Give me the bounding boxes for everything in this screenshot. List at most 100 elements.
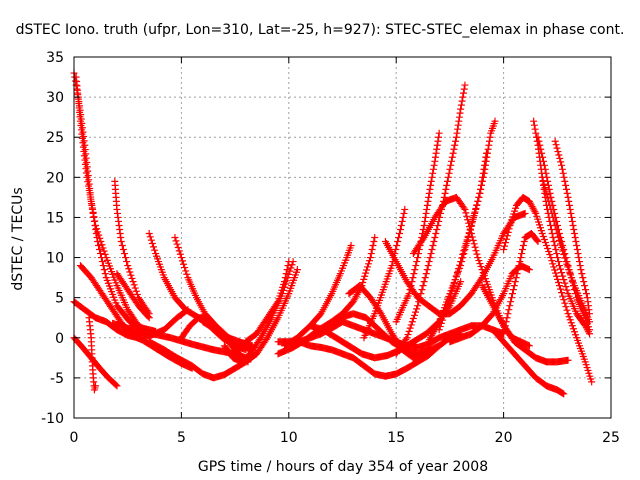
data-point-marker [435, 129, 443, 137]
data-point-marker [573, 242, 581, 250]
data-point-marker [293, 266, 301, 274]
data-point-marker [546, 189, 554, 197]
data-point-marker [457, 258, 465, 266]
data-point-marker [88, 200, 96, 208]
axis-ticks: 0 5 10 15 20 25 -10 -5 0 5 10 15 20 25 30 35 [41, 50, 620, 446]
data-point-marker [288, 261, 296, 269]
data-point-marker [449, 149, 457, 157]
data-point-marker [402, 335, 410, 343]
x-tick-label: 20 [495, 430, 513, 446]
data-point-marker [556, 154, 564, 162]
data-point-marker [512, 274, 520, 282]
data-point-marker [444, 300, 452, 308]
data-point-marker [429, 169, 437, 177]
data-point-marker [491, 117, 499, 125]
data-point-marker [505, 306, 513, 314]
data-point-marker [554, 233, 562, 241]
series-arc1 [70, 69, 160, 335]
data-point-marker [525, 266, 533, 274]
data-point-marker [534, 133, 542, 141]
data-point-marker [559, 292, 567, 300]
data-point-marker [550, 263, 558, 271]
data-point-marker [569, 221, 577, 229]
data-point-marker [448, 286, 456, 294]
data-point-marker [552, 269, 560, 277]
data-point-marker [388, 262, 396, 270]
data-point-marker [545, 248, 553, 256]
data-point-marker [480, 165, 488, 173]
data-point-marker [504, 228, 512, 236]
data-point-marker [132, 287, 140, 295]
data-point-marker [468, 217, 476, 225]
data-point-marker [586, 318, 594, 326]
data-point-marker [554, 279, 562, 287]
series-arc8 [113, 270, 153, 322]
data-point-marker [451, 141, 459, 149]
data-point-marker [521, 209, 529, 217]
data-point-marker [414, 302, 422, 310]
data-point-marker [460, 89, 468, 97]
data-point-marker [485, 137, 493, 145]
data-point-marker [463, 212, 471, 220]
data-point-marker [453, 129, 461, 137]
data-point-marker [281, 278, 289, 286]
data-point-marker [396, 225, 404, 233]
data-point-marker [572, 238, 580, 246]
data-point-marker [473, 250, 481, 258]
data-point-marker [559, 272, 567, 280]
data-point-marker [256, 335, 264, 343]
y-tick-label: 35 [46, 50, 64, 66]
data-point-marker [446, 294, 454, 302]
data-point-marker [147, 236, 155, 244]
series-arc24 [345, 282, 426, 362]
data-point-marker [552, 141, 560, 149]
data-point-marker [579, 274, 587, 282]
data-point-marker [568, 217, 576, 225]
data-point-marker [471, 209, 479, 217]
data-point-marker [571, 234, 579, 241]
data-point-marker [131, 284, 139, 292]
data-point-marker [560, 276, 568, 284]
data-point-marker [283, 266, 291, 274]
data-point-marker [564, 193, 572, 201]
data-point-marker [500, 330, 508, 338]
data-point-marker [117, 238, 125, 246]
data-point-marker [419, 235, 427, 243]
data-point-marker [171, 234, 179, 241]
data-point-marker [475, 257, 483, 265]
data-point-marker [586, 326, 594, 334]
data-point-marker [447, 161, 455, 169]
data-point-marker [371, 234, 379, 241]
y-tick-label: -10 [41, 411, 64, 427]
data-point-marker [557, 285, 565, 293]
data-point-marker [178, 257, 186, 265]
data-point-marker [570, 225, 578, 233]
data-point-marker [438, 316, 446, 324]
data-point-marker [395, 234, 403, 241]
data-point-marker [537, 145, 545, 153]
data-point-marker [412, 308, 420, 316]
data-point-marker [403, 334, 411, 342]
data-point-marker [100, 247, 108, 255]
data-point-marker [485, 141, 493, 149]
x-tick-label: 10 [280, 430, 298, 446]
data-point-marker [284, 262, 292, 270]
data-point-marker [421, 217, 429, 225]
data-point-marker [565, 197, 573, 205]
data-point-marker [176, 250, 184, 258]
data-point-marker [448, 157, 456, 165]
data-point-marker [434, 221, 442, 229]
data-point-marker [430, 238, 438, 246]
y-tick-label: 30 [46, 90, 64, 106]
data-point-marker [443, 303, 451, 311]
data-point-marker [120, 250, 128, 258]
x-tick-label: 15 [387, 430, 405, 446]
data-point-marker [398, 217, 406, 225]
data-point-marker [433, 141, 441, 149]
data-point-marker [421, 213, 429, 221]
data-point-marker [539, 153, 547, 161]
data-point-marker [560, 390, 568, 398]
data-point-marker [505, 225, 513, 233]
data-point-marker [502, 235, 510, 243]
